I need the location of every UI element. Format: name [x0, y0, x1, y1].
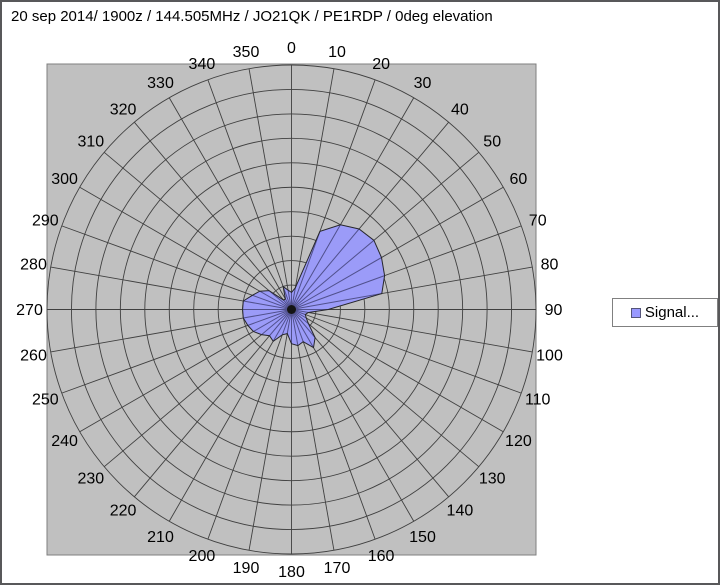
angle-label-200: 200: [189, 548, 216, 565]
angle-label-130: 130: [479, 470, 506, 487]
angle-label-10: 10: [328, 44, 346, 61]
angle-label-80: 80: [541, 257, 559, 274]
chart-title: 20 sep 2014/ 1900z / 144.505MHz / JO21QK…: [11, 8, 493, 25]
angle-label-50: 50: [483, 134, 501, 151]
angle-label-180: 180: [278, 564, 305, 581]
angle-label-90: 90: [545, 302, 563, 319]
angle-label-160: 160: [368, 548, 395, 565]
angle-label-260: 260: [20, 348, 47, 365]
angle-label-40: 40: [451, 101, 469, 118]
angle-label-170: 170: [324, 560, 351, 577]
angle-label-250: 250: [32, 392, 59, 409]
angle-label-20: 20: [372, 56, 390, 73]
angle-label-290: 290: [32, 212, 59, 229]
angle-label-0: 0: [287, 40, 296, 57]
series-swatch-icon: [630, 307, 641, 318]
angle-label-340: 340: [189, 56, 216, 73]
angle-label-60: 60: [510, 171, 528, 188]
angle-label-240: 240: [51, 433, 78, 450]
angle-label-310: 310: [77, 134, 104, 151]
angle-label-300: 300: [51, 171, 78, 188]
angle-label-150: 150: [409, 529, 436, 546]
angle-label-350: 350: [233, 44, 260, 61]
angle-label-140: 140: [447, 503, 474, 520]
angle-label-320: 320: [110, 101, 137, 118]
angle-label-210: 210: [147, 529, 174, 546]
angle-label-120: 120: [505, 433, 532, 450]
angle-label-190: 190: [233, 560, 260, 577]
angle-label-220: 220: [110, 503, 137, 520]
angle-label-110: 110: [525, 392, 551, 409]
signal-series-outline: [242, 224, 386, 349]
angle-label-280: 280: [20, 257, 47, 274]
angle-label-100: 100: [536, 348, 563, 365]
legend[interactable]: Signal...: [612, 298, 718, 327]
angle-label-270: 270: [16, 302, 43, 319]
angle-label-230: 230: [77, 470, 104, 487]
angle-label-70: 70: [529, 212, 547, 229]
legend-series-label: Signal...: [644, 304, 700, 321]
angle-label-30: 30: [414, 75, 432, 92]
angle-labels: 0 10 20 30 40 50 60 70 80 90 100 110 120 130 140 150 160…: [16, 40, 563, 581]
center-blob: [287, 305, 296, 314]
angle-label-330: 330: [147, 75, 174, 92]
